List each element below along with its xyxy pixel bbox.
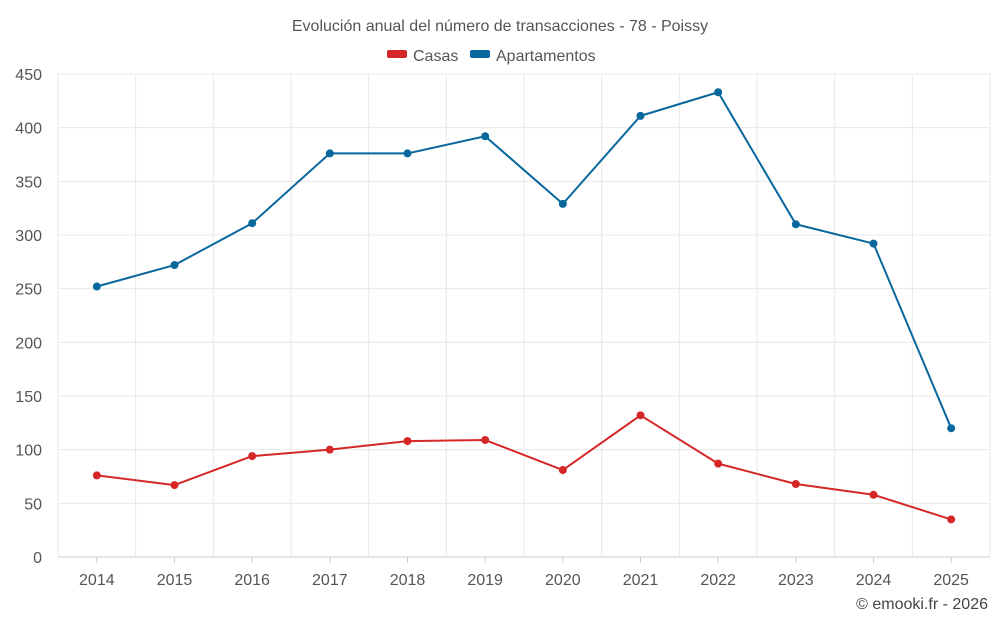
data-point-casas-2016[interactable] [248,452,257,461]
data-point-casas-2017[interactable] [325,445,334,454]
series-casas [92,411,956,524]
x-axis-ticks: 2014 2015 2016 2017 2018 2019 2020 2021 2022 2023… [79,557,969,589]
y-tick-label: 400 [15,121,42,138]
y-tick-label: 200 [15,335,42,352]
y-tick-label: 300 [15,228,42,245]
data-point-casas-2021[interactable] [636,411,645,420]
data-point-apartamentos-2024[interactable] [869,239,878,248]
y-tick-label: 450 [15,67,42,84]
data-point-apartamentos-2023[interactable] [791,220,800,229]
data-point-casas-2023[interactable] [791,480,800,489]
series-line-casas [96,414,952,521]
legend: Casas Apartamentos [387,48,596,65]
y-tick-label: 250 [15,282,42,299]
data-point-casas-2020[interactable] [558,466,567,475]
credit-text: © emooki.fr - 2026 [856,596,988,613]
legend-label-apartamentos[interactable]: Apartamentos [496,48,596,65]
data-point-casas-2025[interactable] [947,515,956,524]
data-point-apartamentos-2016[interactable] [248,219,257,228]
data-point-casas-2019[interactable] [481,436,490,445]
data-point-casas-2022[interactable] [714,459,723,468]
series-layer [92,88,956,524]
data-point-casas-2015[interactable] [170,481,179,490]
legend-swatch-casas [387,50,407,58]
data-point-apartamentos-2017[interactable] [325,149,334,158]
x-tick-label-2024: 2024 [856,572,892,589]
x-tick-label-2022: 2022 [700,572,736,589]
data-point-apartamentos-2014[interactable] [92,282,101,291]
data-point-apartamentos-2025[interactable] [947,424,956,433]
series-apartamentos [92,88,956,433]
x-tick-label-2018: 2018 [390,572,426,589]
data-point-apartamentos-2015[interactable] [170,261,179,270]
x-tick-label-2017: 2017 [312,572,348,589]
x-tick-label-2015: 2015 [157,572,193,589]
data-point-apartamentos-2019[interactable] [481,132,490,141]
y-tick-label: 100 [15,443,42,460]
data-point-apartamentos-2021[interactable] [636,111,645,120]
x-tick-label-2023: 2023 [778,572,814,589]
grid [57,73,991,558]
x-tick-label-2025: 2025 [933,572,969,589]
data-point-apartamentos-2018[interactable] [403,149,412,158]
series-line-apartamentos [96,91,953,429]
y-tick-label: 50 [24,496,42,513]
data-point-casas-2014[interactable] [92,471,101,480]
chart-title: Evolución anual del número de transaccio… [292,18,708,35]
x-tick-label-2019: 2019 [467,572,503,589]
data-point-apartamentos-2022[interactable] [714,88,723,97]
y-tick-label: 350 [15,174,42,191]
data-point-casas-2018[interactable] [403,437,412,446]
data-point-casas-2024[interactable] [869,490,878,499]
legend-label-casas[interactable]: Casas [413,48,458,65]
data-point-apartamentos-2020[interactable] [558,199,567,208]
legend-swatch-apartamentos [470,50,490,58]
y-tick-label: 150 [15,389,42,406]
x-tick-label-2021: 2021 [623,572,659,589]
x-tick-label-2020: 2020 [545,572,581,589]
y-tick-label: 0 [33,550,42,567]
x-tick-label-2016: 2016 [234,572,270,589]
x-tick-label-2014: 2014 [79,572,115,589]
y-axis-ticks: 0 50 100 150 200 250 300 350 400 450 [15,67,42,567]
